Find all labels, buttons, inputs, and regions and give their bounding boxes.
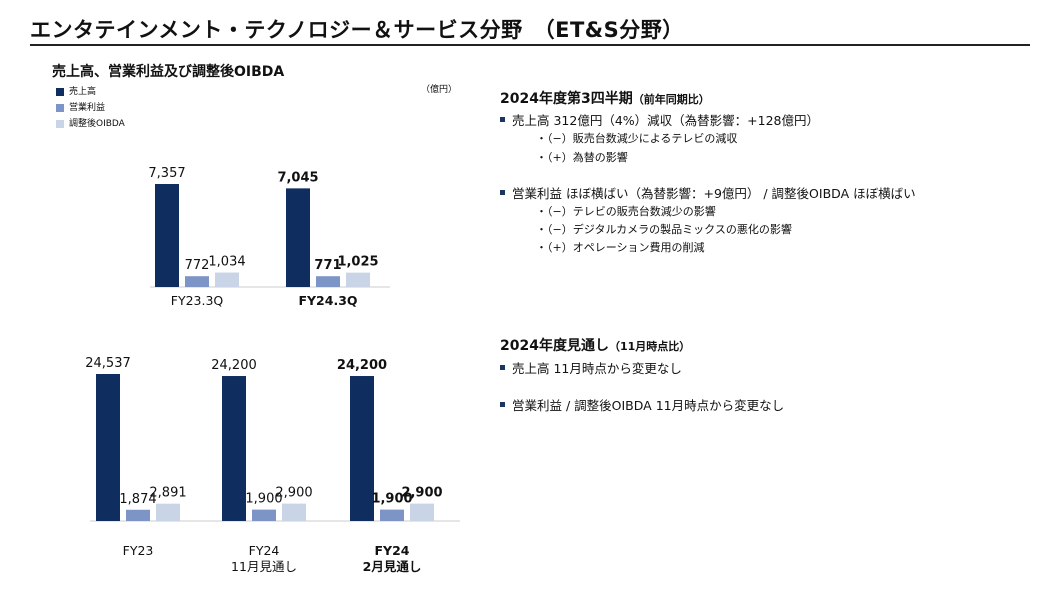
value-label-sales-1-2: 7,045 xyxy=(277,170,318,185)
bullet-square-icon xyxy=(500,117,505,122)
value-label-operating-income-2-2: 1,900 xyxy=(245,492,282,507)
bar-sales-1-1 xyxy=(155,184,179,287)
legend-item-adjusted-oibda: 調整後OIBDA xyxy=(56,116,125,132)
value-label-adjusted-oibda-2-2: 2,900 xyxy=(275,486,312,501)
bar-operating-income-2-2 xyxy=(252,509,276,521)
q3-sales-text: 売上高 312億円（4%）減収（為替影響：+128億円） xyxy=(512,113,819,128)
outlook-sales-text: 売上高 11月時点から変更なし xyxy=(512,361,682,376)
bar-adjusted-oibda-1-1 xyxy=(215,272,239,287)
category-label-2-3-line-1: FY24 xyxy=(375,543,410,558)
bar-operating-income-2-1 xyxy=(126,509,150,521)
value-label-operating-income-1-1: 772 xyxy=(185,258,210,273)
outlook-income-bullet: 営業利益 / 調整後OIBDA 11月時点から変更なし xyxy=(500,395,784,414)
category-label-1-2: FY24.3Q xyxy=(298,293,357,308)
bar-sales-1-2 xyxy=(286,188,310,287)
page-title: エンタテインメント・テクノロジー＆サービス分野 （ET&S分野） xyxy=(30,18,684,42)
bar-operating-income-2-3 xyxy=(380,509,404,521)
chart-section-title: 売上高、営業利益及び調整後OIBDA xyxy=(52,64,285,80)
q3-sales-sub-1: ・（−）販売台数減少によるテレビの減収 xyxy=(536,132,738,145)
category-label-2-1: FY23 xyxy=(123,543,154,558)
value-label-adjusted-oibda-2-1: 2,891 xyxy=(149,486,186,501)
legend-swatch-adjusted-oibda xyxy=(56,120,64,128)
outlook-heading: 2024年度見通し（11月時点比） xyxy=(500,335,690,355)
q3-income-text: 営業利益 ほぼ横ばい（為替影響：+9億円） / 調整後OIBDA ほぼ横ばい xyxy=(512,186,916,201)
bar-operating-income-1-1 xyxy=(185,276,209,287)
q3-sales-bullet: 売上高 312億円（4%）減収（為替影響：+128億円） xyxy=(500,110,819,129)
legend-item-sales: 売上高 xyxy=(56,84,125,100)
q3-heading-note: （前年同期比） xyxy=(632,93,710,106)
value-label-sales-1-1: 7,357 xyxy=(148,166,185,181)
category-label-1-1: FY23.3Q xyxy=(171,293,224,308)
unit-label: （億円） xyxy=(421,85,458,95)
outlook-heading-text: 2024年度見通し xyxy=(500,338,609,354)
outlook-heading-note: （11月時点比） xyxy=(608,340,691,353)
bullet-square-icon xyxy=(500,365,505,370)
bar-adjusted-oibda-1-2 xyxy=(346,272,370,287)
bar-adjusted-oibda-2-2 xyxy=(282,503,306,521)
q3-income-sub-3: ・（+）オペレーション費用の削減 xyxy=(536,241,705,254)
value-label-operating-income-2-1: 1,874 xyxy=(119,492,156,507)
q3-section: 2024年度第3四半期（前年同期比） xyxy=(500,88,710,108)
value-label-adjusted-oibda-1-2: 1,025 xyxy=(337,255,378,270)
chart-legend: 売上高 営業利益 調整後OIBDA xyxy=(56,84,125,132)
value-label-sales-2-2: 24,200 xyxy=(211,358,257,373)
q3-sales-sub-2: ・（+）為替の影響 xyxy=(536,151,628,164)
bar-adjusted-oibda-2-1 xyxy=(156,503,180,521)
category-label-2-3-line-2: 2月見通し xyxy=(363,559,422,574)
outlook-income-text: 営業利益 / 調整後OIBDA 11月時点から変更なし xyxy=(512,398,785,413)
value-label-adjusted-oibda-2-3: 2,900 xyxy=(401,486,442,501)
value-label-sales-2-1: 24,537 xyxy=(85,356,131,371)
bullet-square-icon xyxy=(500,190,505,195)
bar-sales-2-3 xyxy=(350,376,374,521)
category-label-2-2-line-1: FY24 xyxy=(249,543,280,558)
legend-item-operating-income: 営業利益 xyxy=(56,100,125,116)
bar-operating-income-1-2 xyxy=(316,276,340,287)
legend-label-sales: 売上高 xyxy=(69,87,97,97)
value-label-adjusted-oibda-1-1: 1,034 xyxy=(208,255,245,270)
q3-income-sub-1: ・（−）テレビの販売台数減少の影響 xyxy=(536,205,716,218)
value-label-sales-2-3: 24,200 xyxy=(337,358,387,373)
category-label-2-2-line-2: 11月見通し xyxy=(231,559,297,574)
legend-label-adjusted-oibda: 調整後OIBDA xyxy=(69,119,125,129)
bar-sales-2-2 xyxy=(222,376,246,521)
q3-heading-text: 2024年度第3四半期 xyxy=(500,91,633,107)
q3-heading: 2024年度第3四半期（前年同期比） xyxy=(500,88,710,108)
outlook-sales-bullet: 売上高 11月時点から変更なし xyxy=(500,358,682,377)
value-label-operating-income-1-2: 771 xyxy=(314,258,341,273)
q3-income-bullet: 営業利益 ほぼ横ばい（為替影響：+9億円） / 調整後OIBDA ほぼ横ばい xyxy=(500,183,916,202)
bar-adjusted-oibda-2-3 xyxy=(410,503,434,521)
legend-swatch-operating-income xyxy=(56,104,64,112)
bar-sales-2-1 xyxy=(96,374,120,521)
q3-income-sub-2: ・（−）デジタルカメラの製品ミックスの悪化の影響 xyxy=(536,223,792,236)
bullet-square-icon xyxy=(500,402,505,407)
title-divider xyxy=(30,44,1030,46)
value-label-operating-income-2-3: 1,900 xyxy=(371,492,412,507)
outlook-section: 2024年度見通し（11月時点比） xyxy=(500,335,690,355)
legend-swatch-sales xyxy=(56,88,64,96)
legend-label-operating-income: 営業利益 xyxy=(69,103,106,113)
